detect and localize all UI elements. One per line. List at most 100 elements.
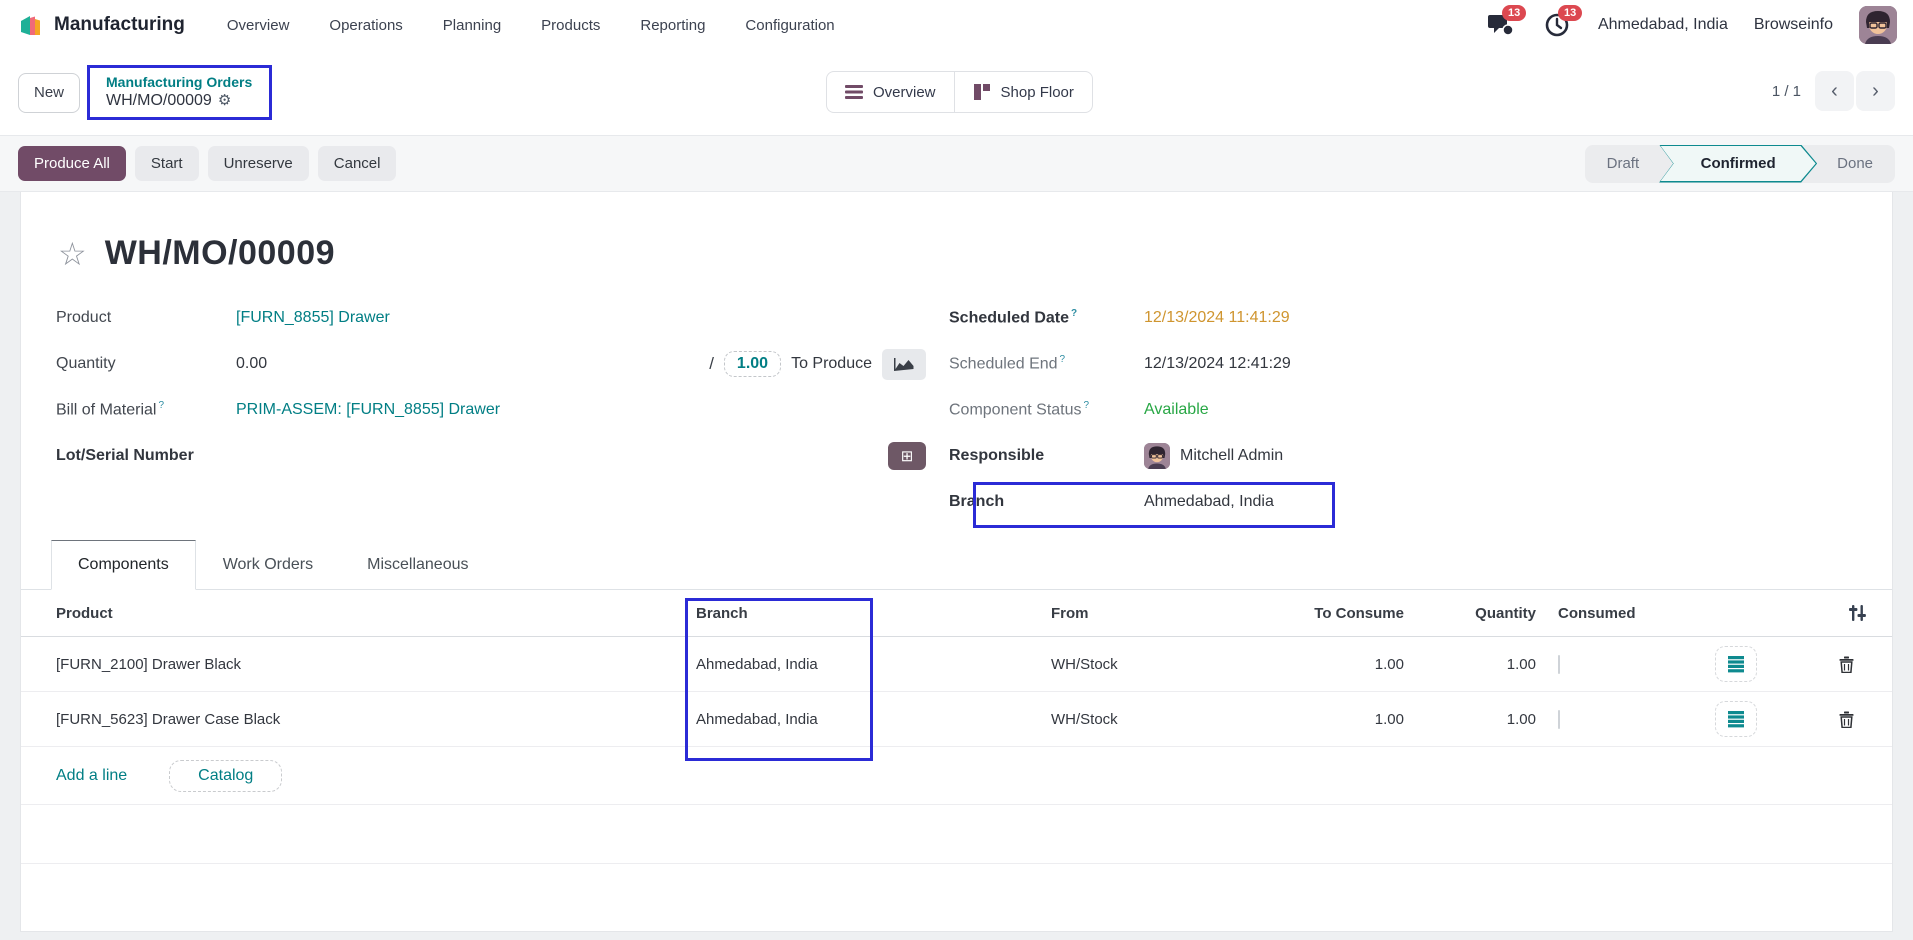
add-lot-button[interactable]: ⊞ (888, 442, 926, 470)
row-quantity[interactable]: 1.00 (1506, 710, 1536, 728)
nav-menus: Overview Operations Planning Products Re… (227, 17, 835, 34)
tab-work-orders[interactable]: Work Orders (222, 556, 314, 573)
cancel-button[interactable]: Cancel (317, 146, 397, 181)
trash-icon (1839, 711, 1854, 728)
product-value-link[interactable]: [FURN_8855] Drawer (236, 309, 390, 326)
optional-columns-button[interactable] (1801, 604, 1892, 622)
catalog-button[interactable]: Catalog (169, 759, 283, 792)
breadcrumb-parent-link[interactable]: Manufacturing Orders (106, 73, 253, 90)
activities-button[interactable]: 13 (1542, 5, 1583, 40)
move-details-button[interactable] (1715, 701, 1757, 737)
lot-serial-label: Lot/Serial Number (56, 447, 194, 464)
user-menu[interactable]: Browseinfo (1753, 16, 1833, 33)
add-a-line-link[interactable]: Add a line (56, 766, 128, 784)
nav-menu-planning[interactable]: Planning (442, 16, 502, 34)
col-header-quantity[interactable]: Quantity (1475, 604, 1536, 622)
forecast-report-button[interactable] (882, 348, 926, 380)
list-details-icon (1726, 655, 1746, 673)
row-from[interactable]: WH/Stock (1051, 710, 1118, 728)
scheduled-end-label: Scheduled End? (949, 354, 1066, 373)
row-quantity[interactable]: 1.00 (1506, 655, 1536, 673)
nav-menu-configuration[interactable]: Configuration (745, 16, 835, 34)
empty-table-area (21, 805, 1892, 864)
col-header-to-consume[interactable]: To Consume (1314, 604, 1404, 622)
row-from[interactable]: WH/Stock (1051, 655, 1118, 673)
table-row[interactable]: [FURN_2100] Drawer Black Ahmedabad, Indi… (21, 637, 1892, 692)
move-details-button[interactable] (1715, 646, 1757, 682)
bom-value-link[interactable]: PRIM-ASSEM: [FURN_8855] Drawer (236, 401, 501, 418)
produce-all-button[interactable]: Produce All (18, 146, 126, 181)
component-status-value: Available (1144, 401, 1209, 418)
overview-view-button[interactable]: Overview (826, 71, 954, 113)
hamburger-icon (845, 85, 863, 99)
pager-count: 1 / 1 (1771, 82, 1801, 100)
messages-button[interactable]: 13 (1486, 5, 1527, 40)
delete-row-button[interactable] (1839, 656, 1854, 673)
to-produce-label: To Produce (791, 355, 872, 372)
to-produce-quantity-input[interactable]: 1.00 (723, 351, 782, 377)
field-group-right: Scheduled Date? 12/13/2024 11:41:29 Sche… (926, 295, 1846, 525)
unreserve-button[interactable]: Unreserve (207, 146, 309, 181)
shop-floor-view-label: Shop Floor (1000, 83, 1074, 101)
consumed-checkbox[interactable] (1558, 654, 1560, 674)
field-scheduled-end: Scheduled End? 12/13/2024 12:41:29 (949, 341, 1846, 387)
breadcrumb-current: WH/MO/00009 ⚙ (106, 91, 252, 111)
state-done[interactable]: Done (1837, 155, 1873, 172)
area-chart-icon (893, 356, 915, 372)
col-header-consumed[interactable]: Consumed (1558, 604, 1636, 622)
field-scheduled-date: Scheduled Date? 12/13/2024 11:41:29 (949, 295, 1846, 341)
responsible-value[interactable]: Mitchell Admin (1144, 443, 1283, 469)
col-header-product[interactable]: Product (56, 604, 113, 622)
responsible-label: Responsible (949, 447, 1045, 464)
trash-icon (1839, 656, 1854, 673)
row-to-consume[interactable]: 1.00 (1374, 655, 1404, 673)
company-selector[interactable]: Ahmedabad, India (1597, 16, 1728, 33)
table-row[interactable]: [FURN_5623] Drawer Case Black Ahmedabad,… (21, 692, 1892, 747)
kanban-icon (973, 83, 991, 101)
nav-menu-operations[interactable]: Operations (329, 16, 403, 34)
pager: 1 / 1 ‹ › (1772, 71, 1895, 111)
quantity-separator: / (709, 354, 714, 373)
pager-next-button[interactable]: › (1856, 71, 1895, 111)
app-name: Manufacturing (54, 14, 185, 35)
overview-view-label: Overview (873, 83, 936, 101)
user-avatar[interactable] (1859, 6, 1897, 44)
row-branch[interactable]: Ahmedabad, India (696, 710, 818, 728)
col-header-from[interactable]: From (1051, 604, 1089, 622)
gear-icon[interactable]: ⚙ (217, 91, 232, 109)
scheduled-end-help-marker: ? (1059, 354, 1066, 366)
components-table: Product Branch From To Consume Quantity … (21, 590, 1892, 864)
state-draft[interactable]: Draft (1606, 155, 1640, 172)
row-branch[interactable]: Ahmedabad, India (696, 655, 818, 673)
responsible-avatar (1144, 443, 1170, 469)
state-confirmed-active[interactable]: Confirmed (1659, 145, 1817, 183)
app-brand[interactable]: Manufacturing (18, 12, 185, 39)
row-product[interactable]: [FURN_2100] Drawer Black (56, 655, 242, 673)
row-to-consume[interactable]: 1.00 (1374, 710, 1404, 728)
responsible-name: Mitchell Admin (1180, 447, 1284, 464)
branch-value[interactable]: Ahmedabad, India (1144, 493, 1274, 510)
start-button[interactable]: Start (134, 146, 199, 181)
list-details-icon (1726, 710, 1746, 728)
delete-row-button[interactable] (1839, 711, 1854, 728)
nav-menu-products[interactable]: Products (541, 16, 601, 34)
status-action-bar: Produce All Start Unreserve Cancel Draft… (0, 135, 1913, 192)
favorite-star-icon[interactable]: ☆ (58, 235, 87, 272)
scheduled-date-value[interactable]: 12/13/2024 11:41:29 (1144, 309, 1290, 326)
field-group-left: Product [FURN_8855] Drawer Quantity 0.00… (21, 295, 926, 525)
tab-components[interactable]: Components (51, 540, 196, 590)
nav-menu-overview[interactable]: Overview (226, 16, 290, 34)
col-header-branch[interactable]: Branch (696, 604, 748, 622)
tab-miscellaneous[interactable]: Miscellaneous (367, 556, 469, 573)
component-status-label: Component Status? (949, 400, 1090, 419)
shop-floor-view-button[interactable]: Shop Floor (953, 71, 1093, 113)
row-product[interactable]: [FURN_5623] Drawer Case Black (56, 710, 281, 728)
nav-menu-reporting[interactable]: Reporting (640, 16, 706, 34)
state-confirmed-label: Confirmed (1661, 146, 1816, 181)
new-button[interactable]: New (18, 72, 81, 113)
quantity-value[interactable]: 0.00 (236, 355, 268, 372)
consumed-checkbox[interactable] (1558, 709, 1560, 729)
pager-previous-button[interactable]: ‹ (1815, 71, 1854, 111)
page-title: WH/MO/00009 (104, 234, 336, 272)
field-bom: Bill of Material? PRIM-ASSEM: [FURN_8855… (56, 387, 926, 433)
